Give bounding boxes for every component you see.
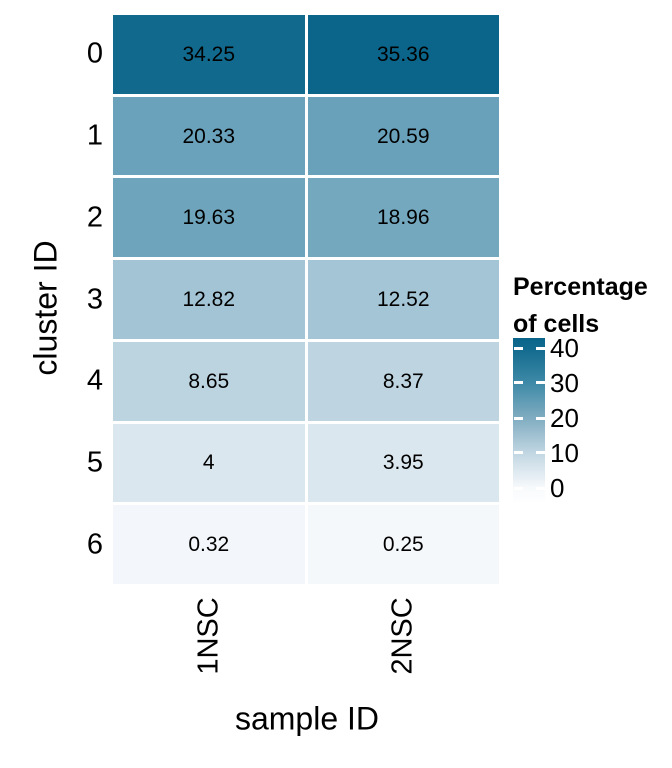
cell-value: 3.95 [382,451,424,475]
y-tick-label-6: 6 [86,528,103,561]
cell-value: 19.63 [182,206,236,230]
cell-value: 12.52 [376,287,430,311]
y-tick-label-3: 3 [86,283,103,315]
heatmap-cell-6-1NSC: 0.32 [113,505,305,584]
x-axis-title: sample ID [234,700,380,737]
heatmap-cell-4-1NSC: 8.65 [113,341,305,421]
legend-title: Percentage of cells [513,269,648,343]
colorbar-tick-30-right [535,381,545,385]
colorbar-tick-40-left [513,346,523,350]
heatmap-cell-6-2NSC: 0.25 [307,505,499,584]
colorbar-tick-0-left [513,486,523,490]
heatmap-cell-3-1NSC: 12.82 [113,260,305,339]
cell-value: 35.36 [376,42,430,66]
cell-value: 0.25 [382,533,424,557]
cell-value: 8.37 [382,369,424,393]
cell-value: 12.82 [182,287,236,311]
colorbar-tick-0-right [535,486,545,490]
heatmap-cell-5-1NSC: 4 [113,423,305,503]
legend-colorbar [513,338,545,502]
x-tick-label-1NSC: 1NSC [192,597,225,675]
heatmap-cell-1-2NSC: 20.59 [307,96,499,176]
colorbar-tick-40-right [535,346,545,350]
cell-value: 18.96 [376,206,430,230]
legend-tick-label-10: 10 [550,437,579,468]
colorbar-tick-10-right [535,451,545,455]
heatmap-cell-3-2NSC: 12.52 [307,260,499,339]
cell-value: 20.33 [182,124,236,148]
cell-value: 20.59 [376,124,430,148]
heatmap-cell-4-2NSC: 8.37 [307,341,499,421]
colorbar-tick-20-right [535,416,545,420]
legend-title-line-2: of cells [513,310,600,338]
y-tick-label-0: 0 [86,37,103,70]
heatmap-cell-1-1NSC: 20.33 [113,96,305,176]
heatmap-cell-0-2NSC: 35.36 [307,15,499,94]
heatmap-cell-5-2NSC: 3.95 [307,423,499,503]
y-tick-label-1: 1 [86,119,103,152]
heatmap-cell-0-1NSC: 34.25 [113,15,305,94]
legend-tick-label-20: 20 [550,403,579,434]
cell-value: 34.25 [182,42,236,66]
legend-tick-label-0: 0 [550,473,565,504]
heatmap-cell-2-2NSC: 18.96 [307,178,499,258]
colorbar-tick-30-left [513,381,523,385]
colorbar-tick-10-left [513,451,523,455]
legend-tick-label-30: 30 [550,367,579,398]
heatmap-panel: 34.25 35.36 20.33 20.59 19.63 18.96 12.82 12.52… [113,15,499,584]
legend-title-line-1: Percentage [513,273,648,301]
heatmap-cell-2-1NSC: 19.63 [113,178,305,258]
y-tick-label-5: 5 [86,446,103,479]
y-tick-label-2: 2 [86,201,103,234]
cell-value: 4 [202,451,215,475]
y-tick-label-4: 4 [86,364,103,397]
x-tick-label-2NSC: 2NSC [386,597,419,675]
colorbar-tick-20-left [513,416,523,420]
cell-value: 8.65 [188,369,230,393]
legend-tick-label-40: 40 [550,333,579,363]
cell-value: 0.32 [188,533,230,557]
